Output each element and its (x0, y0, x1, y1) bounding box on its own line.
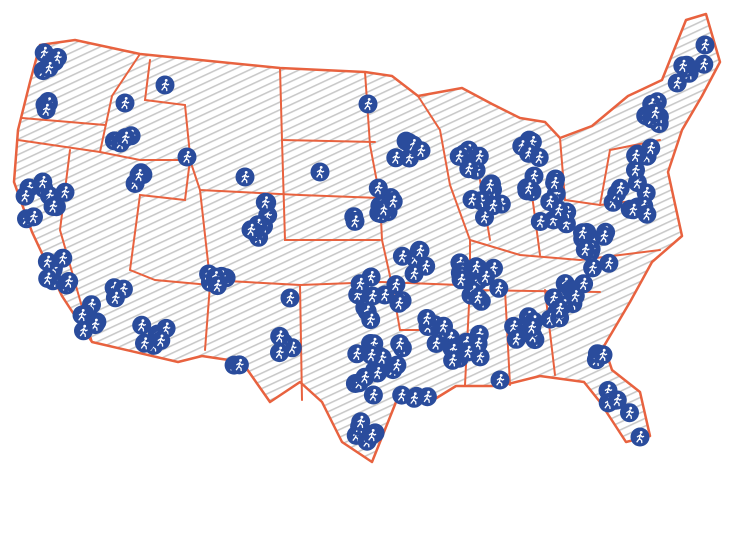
walking-person-marker-icon[interactable] (521, 317, 542, 338)
walking-person-marker-icon[interactable] (450, 269, 472, 290)
walking-person-marker-icon[interactable] (363, 384, 384, 406)
walking-person-marker-icon[interactable] (433, 316, 454, 337)
walking-person-marker-icon[interactable] (128, 164, 150, 186)
walking-person-marker-icon[interactable] (629, 426, 651, 448)
walking-person-marker-icon[interactable] (58, 271, 79, 292)
walking-person-marker-icon[interactable] (240, 219, 262, 240)
walking-person-marker-icon[interactable] (672, 55, 693, 76)
walking-person-marker-icon[interactable] (234, 166, 256, 188)
walking-person-marker-icon[interactable] (636, 204, 658, 225)
walking-person-marker-icon[interactable] (37, 268, 58, 289)
walking-person-marker-icon[interactable] (392, 246, 413, 267)
walking-person-marker-icon[interactable] (410, 140, 432, 161)
walking-person-marker-icon[interactable] (449, 146, 470, 167)
walking-person-marker-icon[interactable] (386, 354, 408, 376)
walking-person-marker-icon[interactable] (610, 178, 631, 199)
walking-person-marker-icon[interactable] (14, 185, 36, 207)
walking-person-marker-icon[interactable] (115, 127, 136, 148)
walking-person-marker-icon[interactable] (479, 175, 500, 196)
walking-person-marker-icon[interactable] (207, 275, 228, 296)
walking-person-marker-icon[interactable] (176, 146, 198, 168)
walking-person-marker-icon[interactable] (344, 211, 366, 232)
walking-person-marker-icon[interactable] (544, 172, 565, 194)
walking-person-marker-icon[interactable] (32, 171, 53, 193)
walking-person-marker-icon[interactable] (592, 344, 614, 365)
walking-person-marker-icon[interactable] (105, 287, 126, 308)
walking-person-marker-icon[interactable] (625, 145, 646, 166)
walking-person-marker-icon[interactable] (416, 308, 437, 329)
us-outline (12, 12, 722, 464)
state-borders (17, 53, 661, 401)
walking-person-marker-icon[interactable] (518, 178, 539, 199)
walking-person-marker-icon[interactable] (154, 74, 176, 96)
walking-person-marker-icon[interactable] (309, 161, 331, 183)
walking-person-marker-icon[interactable] (354, 367, 376, 388)
walking-person-marker-icon[interactable] (482, 195, 504, 216)
walking-person-marker-icon[interactable] (389, 333, 410, 354)
walking-person-marker-icon[interactable] (409, 240, 431, 261)
walking-person-marker-icon[interactable] (572, 222, 593, 243)
walking-person-marker-icon[interactable] (575, 239, 596, 260)
walking-person-marker-icon[interactable] (417, 386, 438, 407)
walking-person-marker-icon[interactable] (573, 273, 594, 294)
walking-person-marker-icon[interactable] (388, 293, 410, 314)
walking-person-marker-icon[interactable] (506, 329, 527, 350)
walking-person-marker-icon[interactable] (403, 263, 425, 284)
walking-person-marker-icon[interactable] (385, 274, 407, 295)
walking-person-marker-icon[interactable] (38, 57, 60, 79)
walking-person-marker-icon[interactable] (114, 92, 136, 114)
walking-person-marker-icon[interactable] (645, 102, 666, 123)
walking-person-marker-icon[interactable] (134, 333, 155, 354)
walking-person-marker-icon[interactable] (442, 350, 463, 371)
walking-person-marker-icon[interactable] (357, 93, 379, 115)
walking-person-marker-icon[interactable] (346, 343, 367, 364)
walking-person-marker-icon[interactable] (52, 248, 73, 269)
walking-person-marker-icon[interactable] (383, 191, 404, 212)
walking-person-marker-icon[interactable] (539, 191, 560, 212)
walking-person-marker-icon[interactable] (150, 330, 171, 351)
walking-person-marker-icon[interactable] (349, 273, 371, 294)
walking-person-marker-icon[interactable] (360, 309, 381, 330)
walking-person-marker-icon[interactable] (489, 369, 511, 391)
walking-person-marker-icon[interactable] (549, 298, 570, 320)
walking-person-marker-icon[interactable] (73, 320, 94, 341)
walking-person-marker-icon[interactable] (607, 389, 628, 411)
walking-person-marker-icon[interactable] (694, 34, 716, 56)
walking-person-marker-icon[interactable] (465, 256, 487, 277)
walking-person-marker-icon[interactable] (255, 192, 276, 213)
walking-person-marker-icon[interactable] (598, 253, 620, 274)
walking-person-marker-icon[interactable] (229, 354, 250, 376)
walking-person-marker-icon[interactable] (23, 206, 44, 228)
walking-person-marker-icon[interactable] (36, 99, 57, 120)
walking-person-marker-icon[interactable] (530, 211, 551, 232)
walking-person-marker-icon[interactable] (279, 287, 301, 309)
walking-person-marker-icon[interactable] (385, 147, 406, 168)
walking-person-marker-icon[interactable] (269, 326, 290, 347)
walking-person-marker-icon[interactable] (368, 177, 389, 199)
walking-person-marker-icon[interactable] (461, 189, 483, 210)
walking-person-marker-icon[interactable] (269, 342, 290, 363)
walking-person-marker-icon[interactable] (131, 315, 152, 336)
walking-person-marker-icon[interactable] (361, 424, 383, 446)
walking-person-marker-icon[interactable] (529, 147, 550, 168)
walking-person-marker-icon[interactable] (467, 287, 489, 308)
walking-person-marker-icon[interactable] (54, 182, 76, 203)
